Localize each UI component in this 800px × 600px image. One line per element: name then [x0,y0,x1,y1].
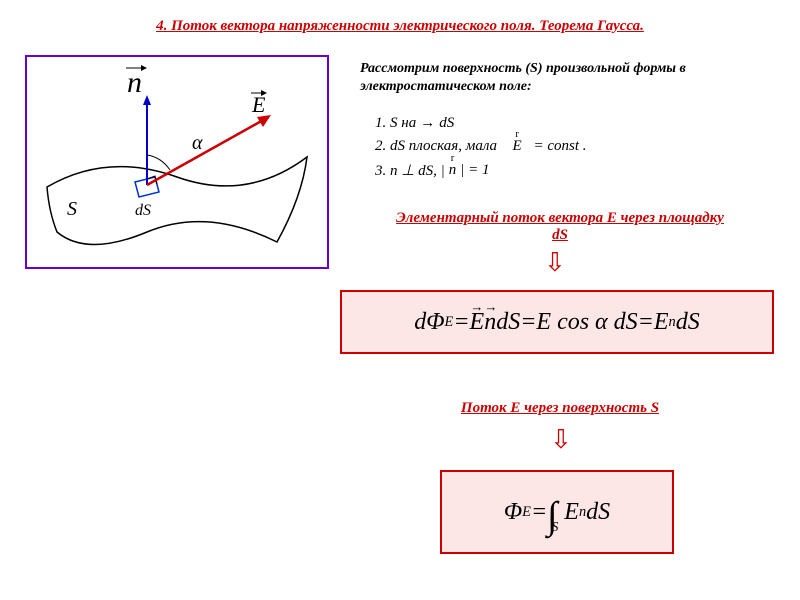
f1-n-sub: n [669,314,676,331]
arrow-down-icon: ⇩ [550,425,572,455]
e-vector-line [147,119,265,185]
cond3-pre: 3. n ⊥ dS, | [375,161,445,180]
condition-2: 2. dS плоская, мала E = const . [375,138,587,155]
f1-ds1: dS [496,309,520,336]
cond3-n: n [449,162,457,179]
f1-eq3: = [638,309,654,336]
cond1-post: dS [439,115,454,132]
f1-En: E [654,309,669,336]
n-label: n [127,66,142,99]
surface-path [47,157,307,245]
subheading-flux-ds: Элементарный поток вектора E через площа… [390,210,730,244]
f1-Evec: E [470,309,485,336]
diagram-container: n E α dS S [25,55,329,269]
f2-int-sub: S [552,519,559,535]
formula-differential-flux: dΦE = EndS = E cos α dS = EndS [340,290,774,354]
f2-E-sub: E [522,504,531,521]
f2-eq: = [531,499,547,526]
f1-E-sub1: E [445,314,454,331]
f1-eq2: = [520,309,536,336]
conditions-list: 1. S на → dS 2. dS плоская, мала E = con… [375,115,587,186]
f2-Phi: Φ [504,499,522,526]
dS-label: dS [135,202,151,219]
cond3-post: | = 1 [460,162,489,179]
cond2-E: E [513,138,522,155]
alpha-arc [147,155,170,170]
f2-dS: dS [586,499,610,526]
condition-3: 3. n ⊥ dS, | n | = 1 [375,161,587,180]
f1-eq1: = [453,309,469,336]
cond1-pre: 1. S на [375,115,416,132]
formula-integral-flux: ΦE = ∫S EndS [440,470,674,554]
f2-En: E [564,499,579,526]
cond2-post: = const . [533,138,586,155]
intro-paragraph: Рассмотрим поверхность (S) произвольной … [360,60,760,96]
f1-Ecos: E cos α dS [536,309,637,336]
f1-dPhi: dΦ [414,309,444,336]
n-vector-arrow [143,95,151,105]
surface-diagram: n E α dS S [27,57,327,267]
f1-ds2: dS [676,309,700,336]
S-label: S [67,198,77,220]
E-label: E [251,92,266,117]
arrow-down-icon: ⇩ [544,248,566,278]
cond2-pre: 2. dS плоская, мала [375,138,497,155]
subheading-flux-s: Поток E через поверхность S [420,400,700,417]
f1-nvec: n [484,309,496,336]
page-title: 4. Поток вектора напряженности электриче… [0,0,800,45]
f2-n-sub: n [579,504,586,521]
alpha-label: α [192,132,203,154]
condition-1: 1. S на → dS [375,115,587,132]
